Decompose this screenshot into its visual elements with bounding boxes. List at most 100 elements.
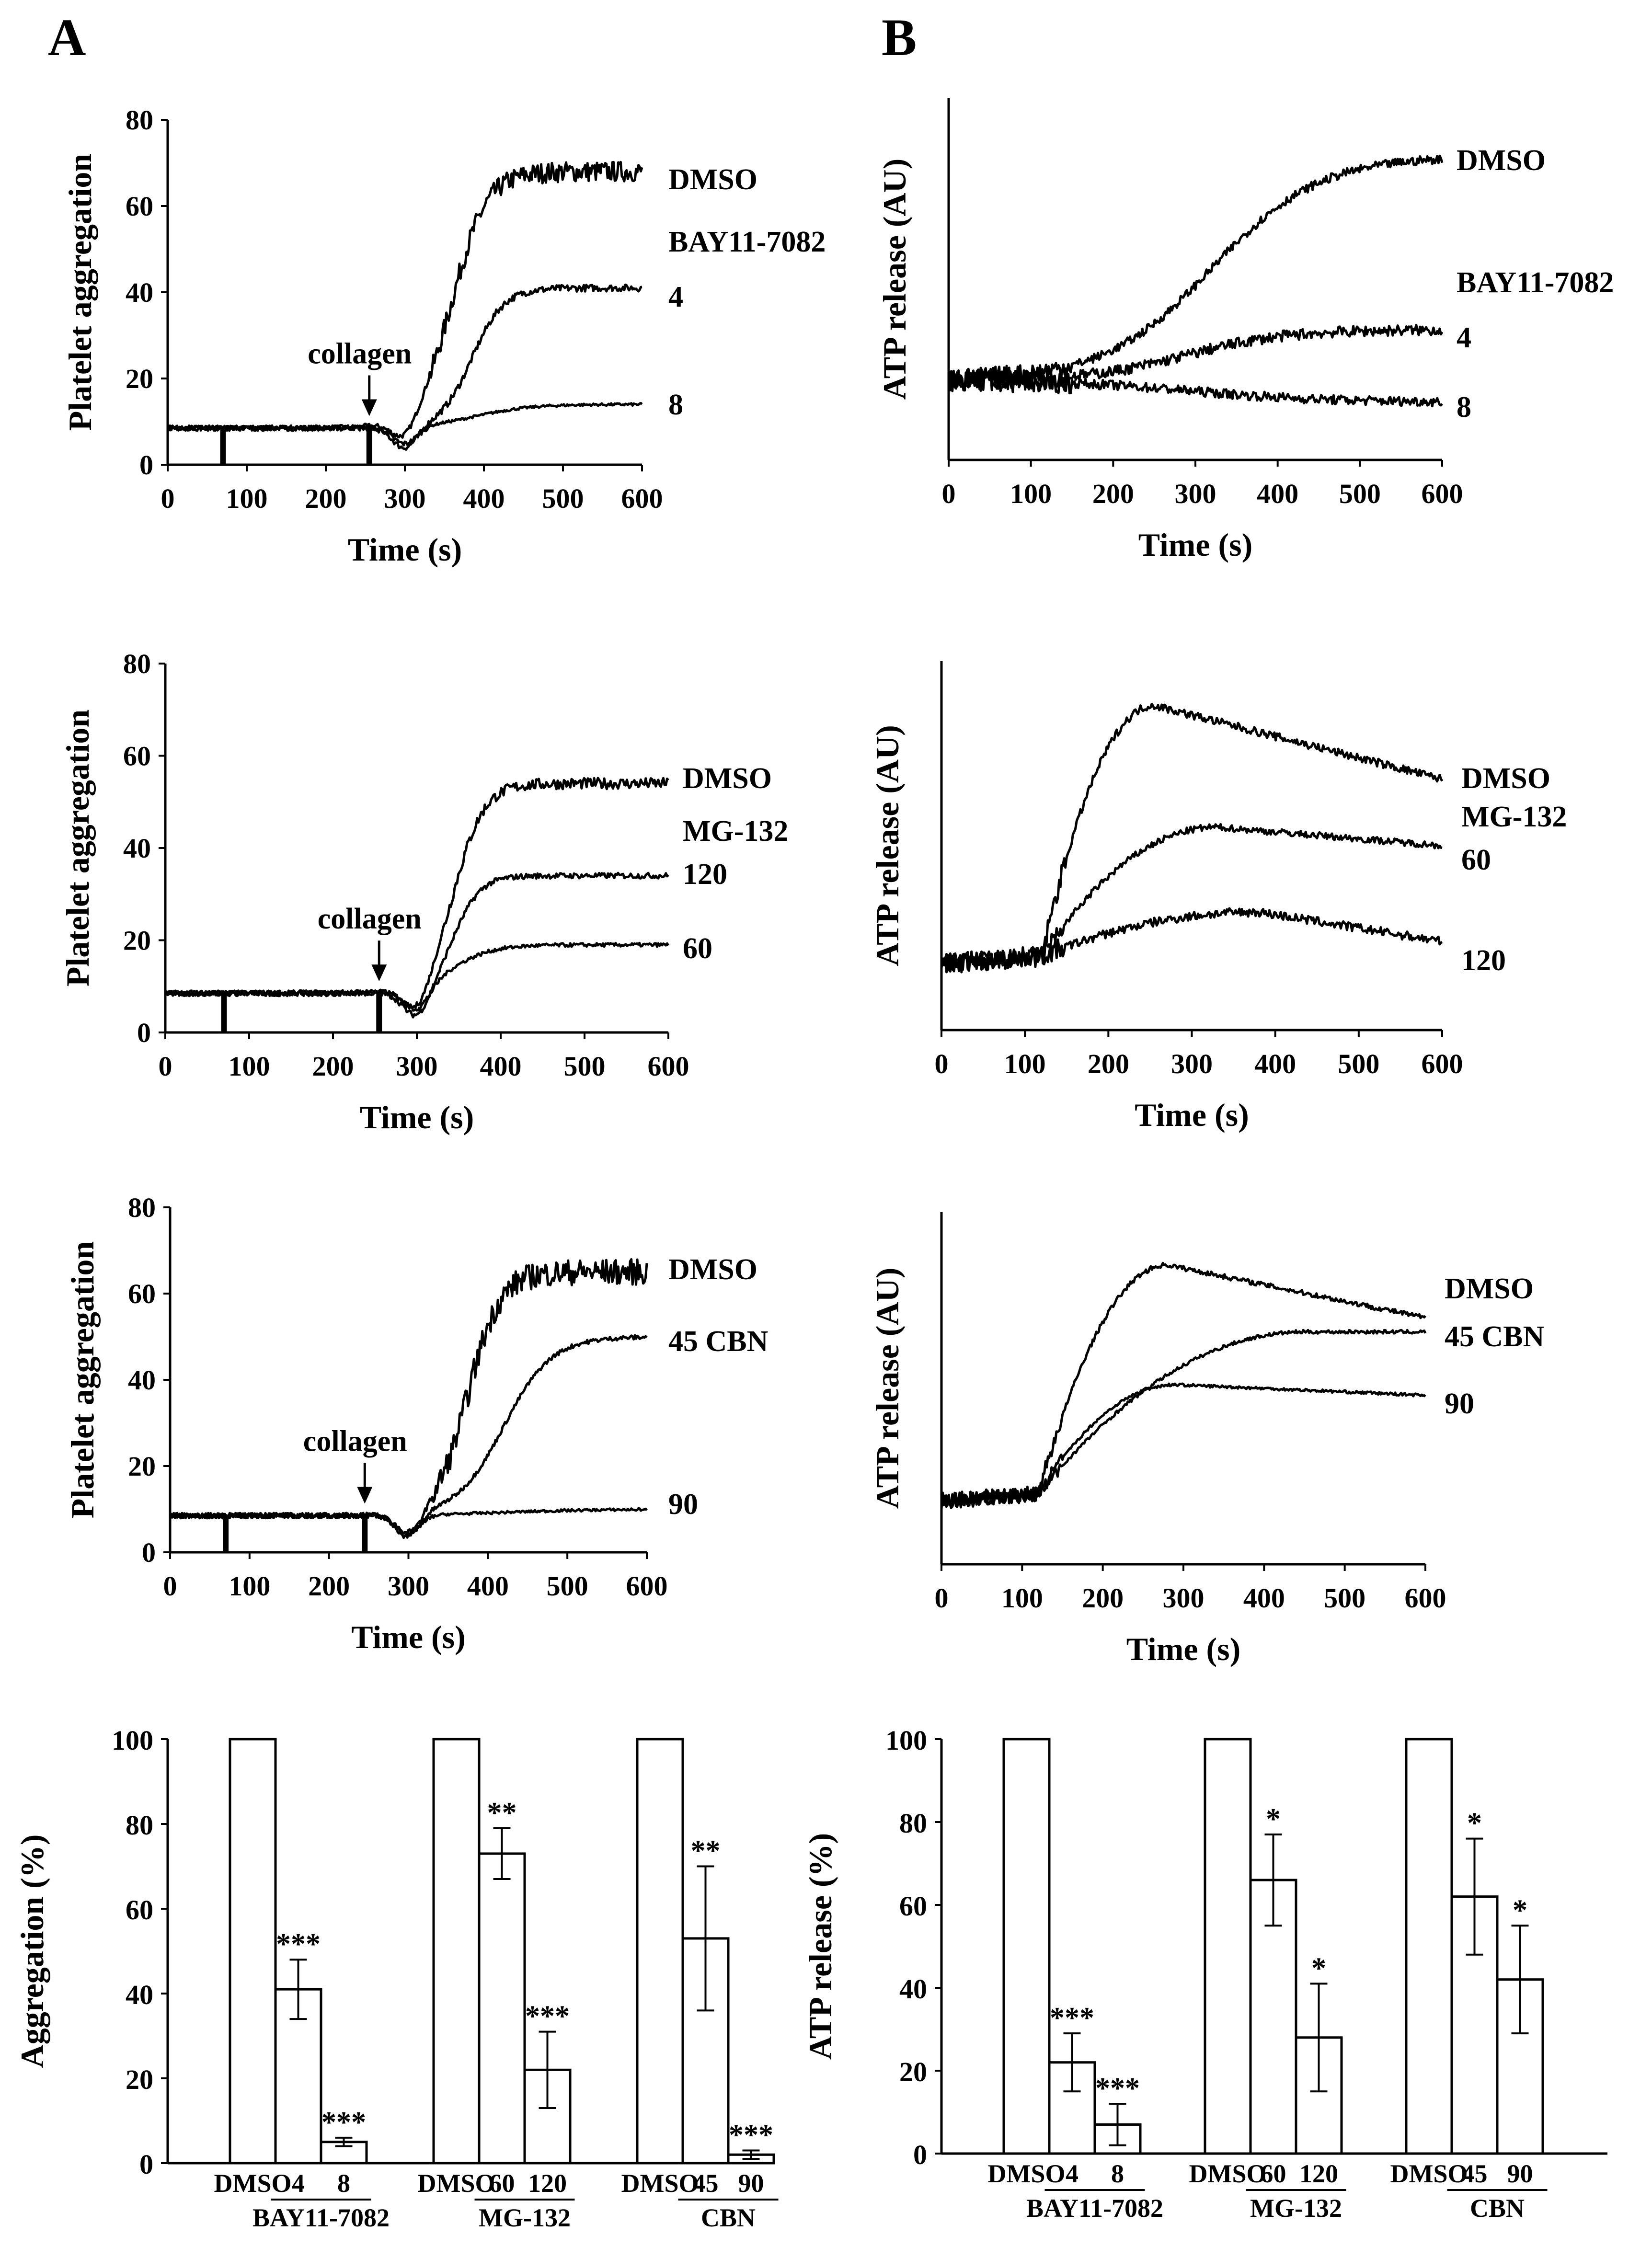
- y-tick-label: 0: [142, 1537, 156, 1568]
- y-axis-label: Platelet aggregation: [59, 710, 96, 986]
- x-tick-label: 100: [229, 1570, 270, 1602]
- category-label: 60: [489, 2169, 515, 2198]
- y-tick-label: 40: [128, 1364, 156, 1396]
- series-line-2: [166, 402, 643, 447]
- series-line-0: [166, 160, 643, 439]
- significance-marker: ***: [729, 2119, 773, 2151]
- y-axis-label: ATP release (%): [802, 1833, 838, 2060]
- x-tick-label: 0: [935, 1582, 949, 1614]
- chart-a1: 0 100 200 300 400 500 600 0 20 40 60 80 Time (s) Plat…: [62, 104, 826, 568]
- category-label: 4: [1066, 2159, 1078, 2188]
- chart-b1: 0 100 200 300 400 500 600 Time (s) ATP release (…: [876, 98, 1614, 563]
- series-label-2: 8: [1457, 391, 1471, 424]
- series-label-1: 4: [668, 281, 683, 313]
- series-label-1: 4: [1457, 321, 1471, 354]
- x-tick-label: 200: [1088, 1048, 1129, 1079]
- significance-marker: *: [1266, 1803, 1281, 1835]
- x-axis-label: Time (s): [360, 1099, 474, 1135]
- y-tick-label: 60: [899, 1891, 927, 1922]
- y-tick-label: 80: [123, 648, 151, 679]
- x-tick-label: 500: [564, 1051, 606, 1082]
- y-tick-label: 60: [128, 1278, 156, 1309]
- category-label: DMSO: [621, 2169, 699, 2198]
- chart-b2: 0 100 200 300 400 500 600 Time (s) ATP release (…: [869, 661, 1567, 1133]
- panel-label-b: B: [882, 8, 917, 67]
- series-line-0: [164, 777, 669, 1010]
- bar: [478, 1852, 526, 2165]
- significance-marker: ***: [1050, 2002, 1094, 2034]
- category-label: DMSO: [988, 2159, 1066, 2188]
- category-label: 45: [1462, 2159, 1488, 2188]
- x-tick-label: 600: [1422, 1048, 1463, 1079]
- collagen-arrow-head: [371, 964, 387, 982]
- x-tick-label: 500: [542, 483, 584, 514]
- series-line-1: [169, 1334, 648, 1537]
- category-label: 90: [1507, 2159, 1533, 2188]
- x-tick-label: 600: [648, 1051, 689, 1082]
- x-tick-label: 400: [1243, 1582, 1285, 1614]
- series-label-0: DMSO: [1461, 762, 1550, 795]
- y-axis-label: Platelet aggregation: [64, 1241, 101, 1518]
- y-tick-label: 20: [126, 2064, 153, 2095]
- x-axis-label: Time (s): [1135, 1097, 1249, 1133]
- x-tick-label: 400: [1257, 478, 1298, 509]
- x-tick-label: 100: [1004, 1048, 1046, 1079]
- x-tick-label: 300: [396, 1051, 438, 1082]
- series-label-0: DMSO: [683, 762, 772, 795]
- category-label: DMSO: [1390, 2159, 1468, 2188]
- significance-marker: **: [691, 1835, 721, 1868]
- series-line-2: [941, 1382, 1426, 1508]
- chart-b3: 0 100 200 300 400 500 600 Time (s) ATP release (…: [869, 1212, 1544, 1667]
- series-line-1: [940, 823, 1443, 974]
- x-tick-label: 0: [161, 483, 175, 514]
- y-tick-label: 40: [899, 1973, 927, 2005]
- collagen-label: collagen: [308, 338, 412, 370]
- significance-marker: ***: [276, 1928, 321, 1960]
- x-tick-label: 300: [384, 483, 426, 514]
- significance-marker: **: [487, 1797, 517, 1829]
- significance-marker: *: [1467, 1807, 1482, 1840]
- series-label-0: DMSO: [1457, 144, 1546, 177]
- series-label-2: 90: [1445, 1387, 1474, 1420]
- y-axis-label: ATP release (AU): [869, 1268, 906, 1509]
- significance-marker: ***: [1095, 2072, 1140, 2105]
- x-tick-label: 600: [1422, 478, 1463, 509]
- category-label: 120: [1299, 2159, 1338, 2188]
- group-label: BAY11-7082: [252, 2203, 390, 2232]
- category-label: 4: [292, 2169, 305, 2198]
- x-tick-label: 400: [463, 483, 505, 514]
- y-tick-label: 80: [128, 1192, 156, 1223]
- x-tick-label: 200: [1092, 478, 1134, 509]
- drug-label: BAY11-7082: [668, 226, 826, 258]
- significance-marker: ***: [321, 2106, 366, 2139]
- y-tick-label: 80: [899, 1808, 927, 1839]
- y-tick-label: 40: [126, 1979, 153, 2010]
- category-label: DMSO: [1189, 2159, 1267, 2188]
- series-label-1: 45 CBN: [1445, 1320, 1544, 1353]
- x-axis-label: Time (s): [351, 1619, 466, 1655]
- series-line-2: [169, 1507, 648, 1535]
- x-tick-label: 500: [1339, 478, 1381, 509]
- bar: [432, 1738, 481, 2165]
- category-label: 45: [693, 2169, 719, 2198]
- series-line-2: [164, 941, 670, 1012]
- x-tick-label: 500: [1324, 1582, 1365, 1614]
- category-label: 8: [337, 2169, 350, 2198]
- x-tick-label: 100: [1001, 1582, 1043, 1614]
- x-tick-label: 500: [547, 1570, 588, 1602]
- x-tick-label: 100: [226, 483, 268, 514]
- x-tick-label: 0: [942, 478, 956, 509]
- category-label: 90: [738, 2169, 764, 2198]
- panel-label-a: A: [48, 8, 86, 67]
- x-tick-label: 600: [621, 483, 663, 514]
- series-label-2: 120: [683, 858, 727, 891]
- x-tick-label: 200: [305, 483, 347, 514]
- x-tick-label: 400: [480, 1051, 522, 1082]
- y-axis-label: ATP release (AU): [869, 725, 906, 966]
- series-label-2: 90: [668, 1488, 698, 1521]
- y-tick-label: 20: [899, 2056, 927, 2087]
- drug-label: BAY11-7082: [1457, 266, 1614, 299]
- x-tick-label: 600: [1405, 1582, 1446, 1614]
- x-tick-label: 300: [1175, 478, 1216, 509]
